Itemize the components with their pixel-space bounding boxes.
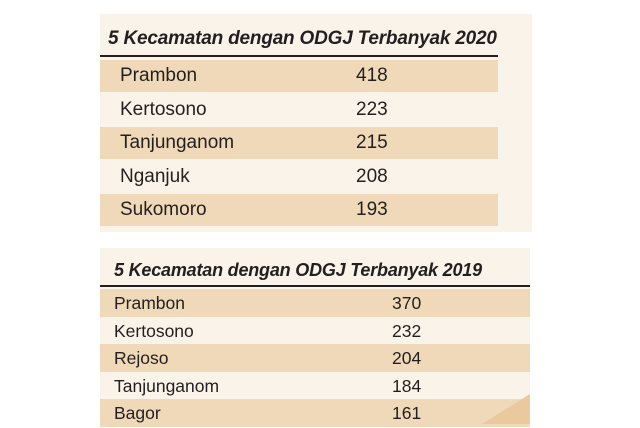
- odgj-count: 215: [356, 132, 388, 153]
- title-underline: [100, 55, 498, 57]
- table-title: 5 Kecamatan dengan ODGJ Terbanyak 2019: [114, 260, 482, 280]
- kecamatan-name: Prambon: [114, 293, 186, 313]
- table-row: Rejoso 204: [100, 344, 530, 372]
- table-row: Bagor 161: [100, 399, 530, 427]
- odgj-count: 370: [392, 293, 422, 313]
- table-row: Kertosono 223: [100, 94, 498, 126]
- table-row: Tanjunganom 215: [100, 127, 498, 159]
- kecamatan-name: Tanjunganom: [120, 132, 235, 153]
- table-row: Sukomoro 193: [100, 194, 498, 226]
- odgj-count: 208: [356, 165, 388, 187]
- table-title: 5 Kecamatan dengan ODGJ Terbanyak 2020: [108, 28, 497, 49]
- odgj-count: 184: [392, 375, 422, 396]
- table-2020: 5 Kecamatan dengan ODGJ Terbanyak 2020 P…: [100, 14, 532, 232]
- kecamatan-name: Prambon: [120, 65, 198, 86]
- table-row: Tanjunganom 184: [100, 372, 530, 400]
- kecamatan-name: Sukomoro: [120, 199, 207, 220]
- odgj-count: 223: [356, 98, 388, 120]
- kecamatan-name: Tanjunganom: [114, 375, 220, 396]
- table-row: Nganjuk 208: [100, 161, 498, 193]
- kecamatan-name: Bagor: [114, 403, 161, 423]
- kecamatan-name: Rejoso: [114, 348, 169, 368]
- odgj-count: 418: [356, 65, 388, 86]
- table-2019: 5 Kecamatan dengan ODGJ Terbanyak 2019 P…: [100, 248, 530, 427]
- odgj-count: 204: [392, 348, 422, 368]
- odgj-count: 193: [356, 199, 388, 220]
- title-underline: [100, 285, 530, 287]
- kecamatan-name: Kertosono: [120, 98, 207, 120]
- kecamatan-name: Nganjuk: [120, 165, 190, 187]
- odgj-count: 232: [392, 320, 422, 341]
- table-row: Kertosono 232: [100, 317, 530, 345]
- table-row: Prambon 370: [100, 289, 530, 317]
- table-row: Prambon 418: [100, 60, 498, 92]
- kecamatan-name: Kertosono: [114, 320, 194, 341]
- odgj-count: 161: [392, 403, 422, 423]
- corner-decoration: [482, 394, 530, 424]
